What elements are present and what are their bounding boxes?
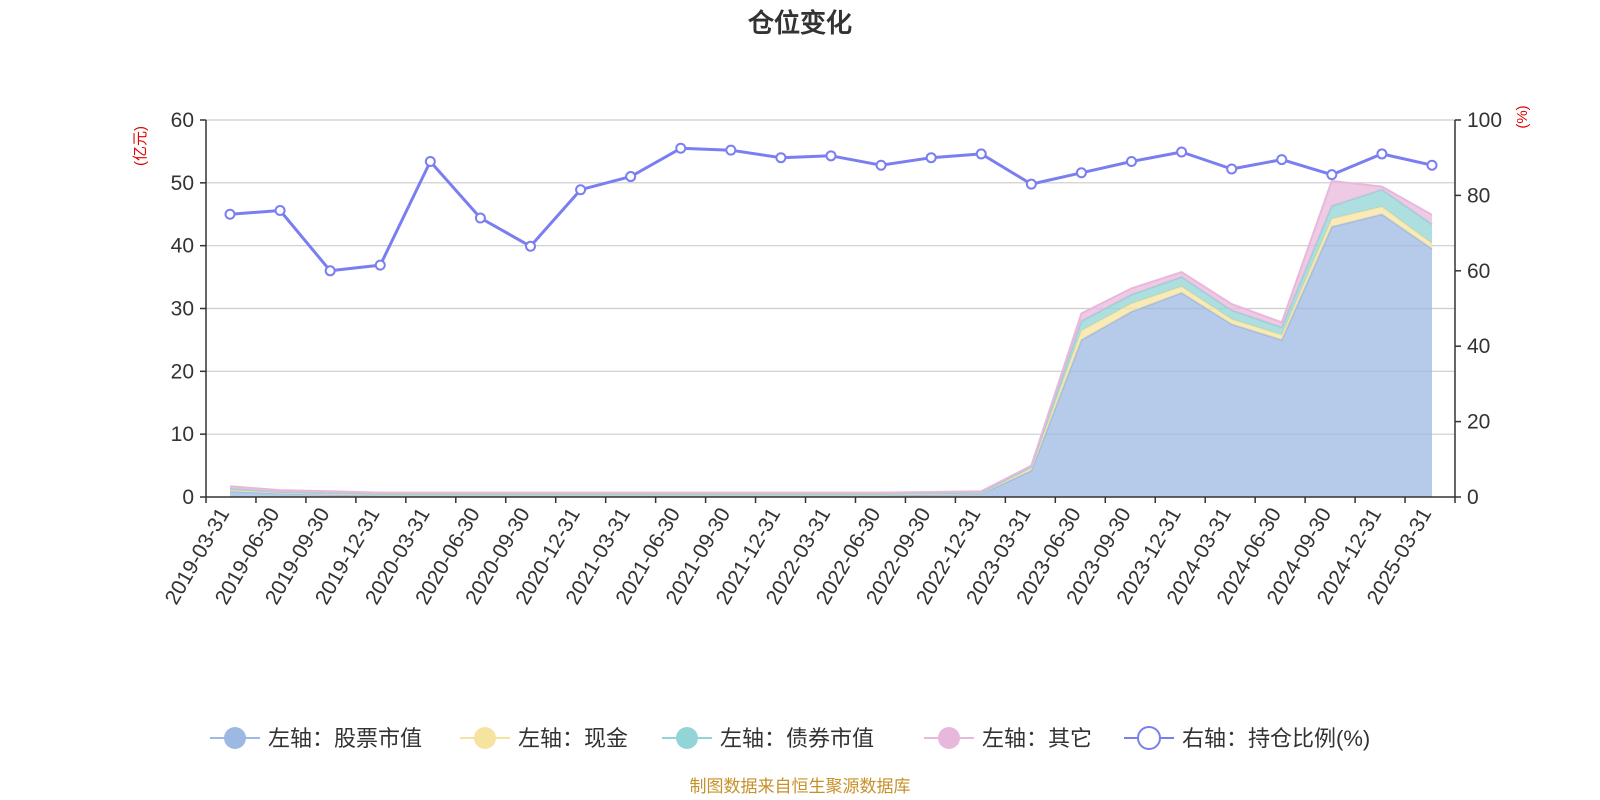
area-左轴：股票市值 — [230, 214, 1432, 498]
legend-swatch — [938, 727, 960, 749]
legend-label: 左轴：股票市值 — [268, 726, 422, 751]
right-tick-label: 60 — [1467, 260, 1490, 283]
ratio-point — [424, 155, 436, 167]
left-tick-label: 40 — [171, 235, 194, 258]
ratio-point — [1326, 169, 1338, 181]
left-axis-unit: (亿元) — [132, 126, 149, 166]
ratio-point — [925, 152, 937, 164]
ratio-point — [1025, 178, 1037, 190]
left-tick-label: 30 — [171, 298, 194, 321]
ratio-point — [474, 212, 486, 224]
legend-swatch — [224, 727, 246, 749]
right-tick-label: 0 — [1467, 486, 1479, 509]
data-source-footer: 制图数据来自恒生聚源数据库 — [690, 777, 911, 796]
legend-label: 左轴：债券市值 — [720, 726, 874, 751]
right-tick-label: 20 — [1467, 411, 1490, 434]
ratio-point — [575, 184, 587, 196]
ratio-line-path — [229, 146, 1433, 273]
ratio-point — [725, 144, 737, 156]
ratio-point — [1075, 167, 1087, 179]
left-tick-label: 10 — [171, 423, 194, 446]
legend-label: 右轴：持仓比例(%) — [1182, 726, 1370, 751]
legend-label: 左轴：现金 — [518, 726, 628, 751]
legend-swatch — [474, 727, 496, 749]
ratio-point — [675, 142, 687, 154]
ratio-point — [1226, 163, 1238, 175]
ratio-point — [775, 152, 787, 164]
legend-label: 左轴：其它 — [982, 726, 1092, 751]
ratio-point — [1126, 155, 1137, 167]
ratio-point — [1376, 148, 1388, 160]
area-edge-左轴：其它 — [229, 179, 1433, 494]
right-axis-unit: (%) — [1514, 105, 1531, 128]
left-tick-label: 20 — [171, 360, 194, 383]
left-tick-label: 0 — [182, 486, 194, 509]
position-ratio-line — [224, 142, 1438, 277]
ratio-point — [625, 171, 637, 183]
right-tick-label: 80 — [1467, 184, 1490, 207]
ratio-point — [1276, 154, 1288, 166]
legend-swatch — [676, 727, 698, 749]
stacked-areas — [229, 179, 1433, 498]
chart-title: 仓位变化 — [747, 8, 852, 38]
legend-swatch — [1137, 726, 1161, 750]
ratio-point — [1426, 159, 1438, 171]
ratio-point — [875, 159, 887, 171]
right-tick-label: 100 — [1467, 109, 1502, 132]
ratio-point — [324, 265, 336, 277]
right-tick-label: 40 — [1467, 335, 1490, 358]
ratio-point — [274, 204, 286, 216]
ratio-point — [825, 150, 837, 162]
legend: 左轴：股票市值 左轴：现金 左轴：债券市值 左轴：其它 右轴：持仓比例(%) — [210, 726, 1370, 751]
left-tick-label: 60 — [171, 109, 194, 132]
ratio-point — [525, 240, 536, 252]
left-tick-label: 50 — [171, 172, 194, 195]
ratio-point — [975, 148, 987, 160]
ratio-point — [1176, 146, 1188, 158]
ratio-point — [224, 208, 236, 220]
ratio-point — [374, 259, 386, 271]
